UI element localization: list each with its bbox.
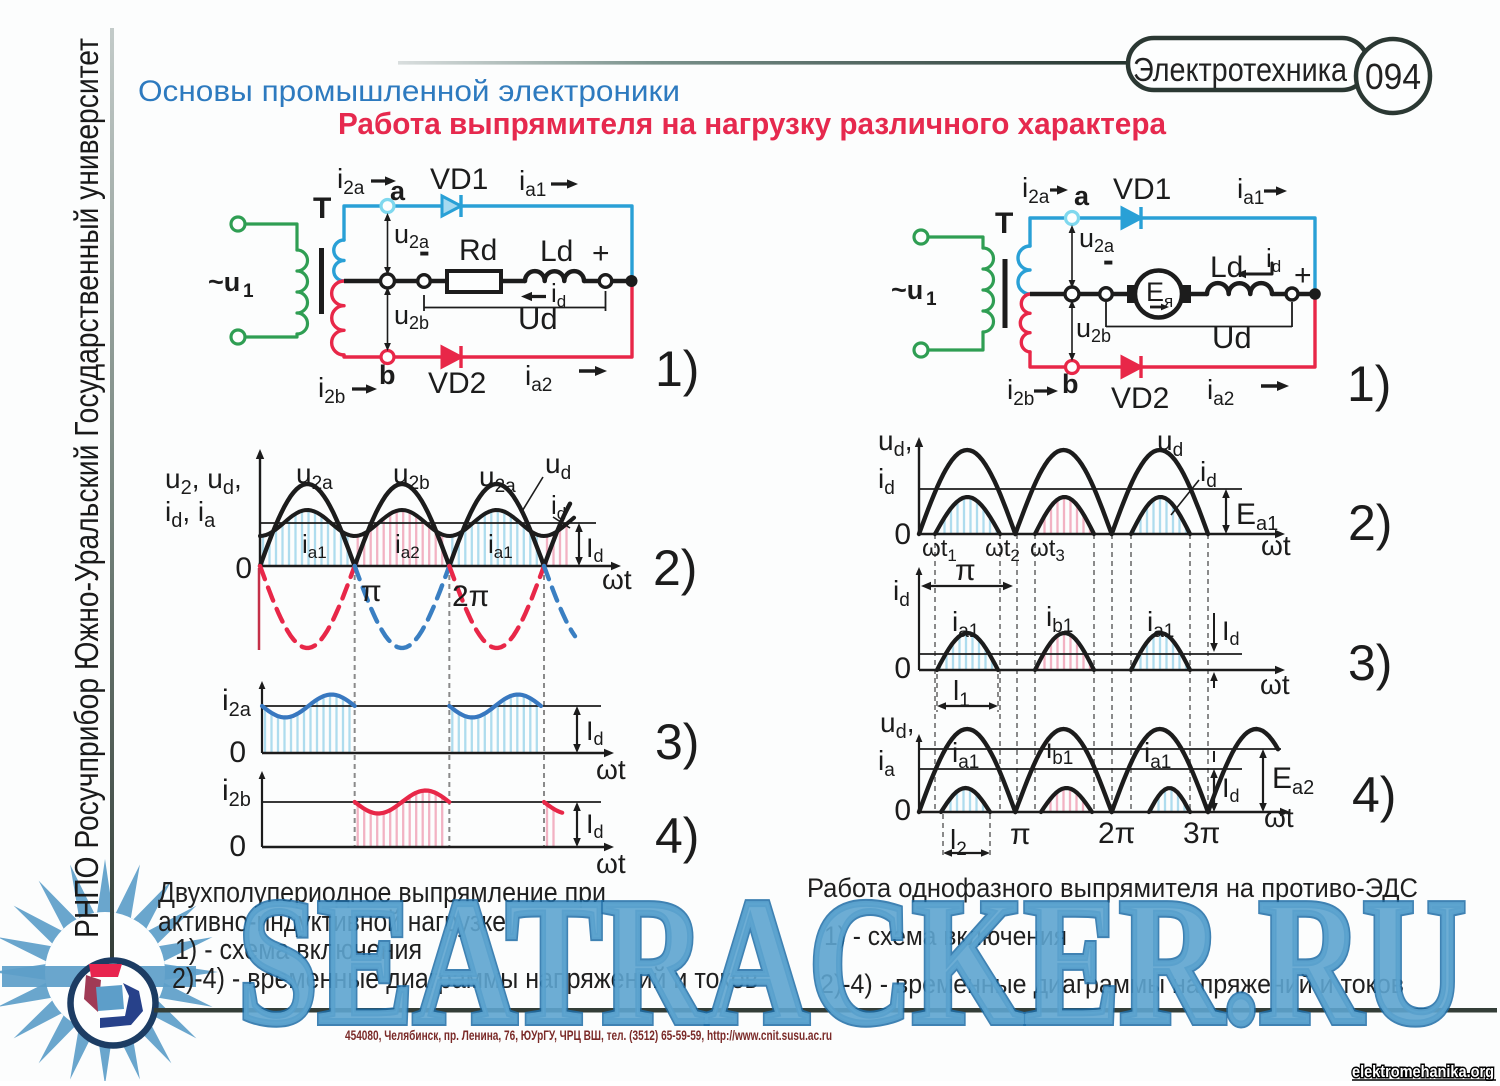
svg-text:ωt: ωt <box>1261 530 1291 561</box>
svg-text:Ud: Ud <box>518 301 558 336</box>
svg-text:VD1: VD1 <box>1113 173 1171 206</box>
svg-text:VD1: VD1 <box>430 163 488 196</box>
svg-text:ia1: ia1 <box>488 529 513 562</box>
svg-text:Работа выпрямителя на нагрузку: Работа выпрямителя на нагрузку различног… <box>338 106 1167 141</box>
svg-text:3π: 3π <box>1183 817 1220 850</box>
svg-text:454080, Челябинск, пр. Ленина,: 454080, Челябинск, пр. Ленина, 76, ЮУрГУ… <box>345 1027 832 1043</box>
svg-text:i2a: i2a <box>222 684 252 721</box>
svg-text:2): 2) <box>653 540 697 596</box>
svg-text:VD2: VD2 <box>428 367 486 400</box>
svg-text:b: b <box>1062 369 1079 399</box>
svg-text:~u: ~u <box>208 267 240 297</box>
svg-text:2)-4) - временные диаграммы на: 2)-4) - временные диаграммы напряжений и… <box>820 969 1404 999</box>
svg-text:3): 3) <box>655 714 699 770</box>
svg-text:Ud: Ud <box>1212 320 1252 355</box>
svg-text:0: 0 <box>894 794 911 827</box>
svg-text:2π: 2π <box>452 580 489 613</box>
svg-text:Ld: Ld <box>1210 251 1243 284</box>
svg-text:1) - схема включения: 1) - схема включения <box>175 934 422 966</box>
svg-text:1): 1) <box>655 341 699 397</box>
svg-text:ωt: ωt <box>602 564 632 595</box>
svg-text:u2, ud,: u2, ud, <box>165 463 242 499</box>
svg-text:Работа однофазного выпрямителя: Работа однофазного выпрямителя на против… <box>807 873 1418 903</box>
svg-text:a: a <box>1074 181 1090 211</box>
svg-text:2π: 2π <box>1098 817 1135 850</box>
svg-text:1: 1 <box>926 289 937 310</box>
svg-text:ωt: ωt <box>596 848 626 879</box>
svg-text:a: a <box>390 176 406 206</box>
svg-text:ωt: ωt <box>596 754 626 785</box>
svg-text:~u: ~u <box>891 275 923 305</box>
svg-text:1: 1 <box>243 281 254 302</box>
svg-text:0: 0 <box>235 552 252 585</box>
svg-text:0: 0 <box>229 830 246 863</box>
svg-text:активно-индуктивной нагрузке: активно-индуктивной нагрузке <box>158 906 506 938</box>
svg-text:РНПО Росучприбор Южно-Уральски: РНПО Росучприбор Южно-Уральский Государс… <box>68 38 105 938</box>
svg-text:+: + <box>592 237 610 270</box>
svg-text:0: 0 <box>894 652 911 685</box>
svg-text:elektromehanika.org: elektromehanika.org <box>1352 1062 1494 1081</box>
svg-text:2): 2) <box>1348 495 1392 551</box>
svg-text:-: - <box>419 233 430 269</box>
svg-text:0: 0 <box>229 736 246 769</box>
svg-text:π: π <box>361 575 382 608</box>
svg-text:4): 4) <box>1352 767 1396 823</box>
svg-text:+: + <box>1294 259 1312 292</box>
svg-text:Двухполупериодное выпрямление: Двухполупериодное выпрямление при <box>158 877 606 909</box>
svg-text:2)-4) - временные диаграммы на: 2)-4) - временные диаграммы напряжений и… <box>172 963 758 995</box>
svg-text:1) - схема включения: 1) - схема включения <box>824 921 1067 951</box>
svg-text:VD2: VD2 <box>1111 382 1169 415</box>
svg-text:0: 0 <box>894 518 911 551</box>
svg-text:T: T <box>313 192 331 225</box>
svg-text:Основы промышленной электроник: Основы промышленной электроники <box>138 75 680 108</box>
svg-text:3): 3) <box>1348 635 1392 691</box>
svg-text:-: - <box>1103 242 1114 278</box>
svg-text:Rd: Rd <box>459 234 497 267</box>
svg-text:1): 1) <box>1347 356 1391 412</box>
svg-text:SEATRACKER.RU: SEATRACKER.RU <box>238 862 1466 1061</box>
svg-text:Электротехника: Электротехника <box>1133 51 1348 88</box>
svg-text:Ld: Ld <box>540 235 573 268</box>
svg-text:id, ia: id, ia <box>165 496 216 532</box>
svg-text:SEATRACKER.RU: SEATRACKER.RU <box>238 862 1466 1061</box>
svg-text:T: T <box>995 207 1013 240</box>
svg-text:ωt: ωt <box>1260 669 1290 700</box>
svg-text:ωt: ωt <box>1264 802 1294 833</box>
svg-text:ia1: ia1 <box>1144 737 1171 773</box>
svg-text:b: b <box>379 360 396 390</box>
svg-text:π: π <box>955 554 976 587</box>
svg-text:π: π <box>1010 818 1031 851</box>
svg-text:094: 094 <box>1365 56 1421 97</box>
svg-text:4): 4) <box>655 808 699 864</box>
